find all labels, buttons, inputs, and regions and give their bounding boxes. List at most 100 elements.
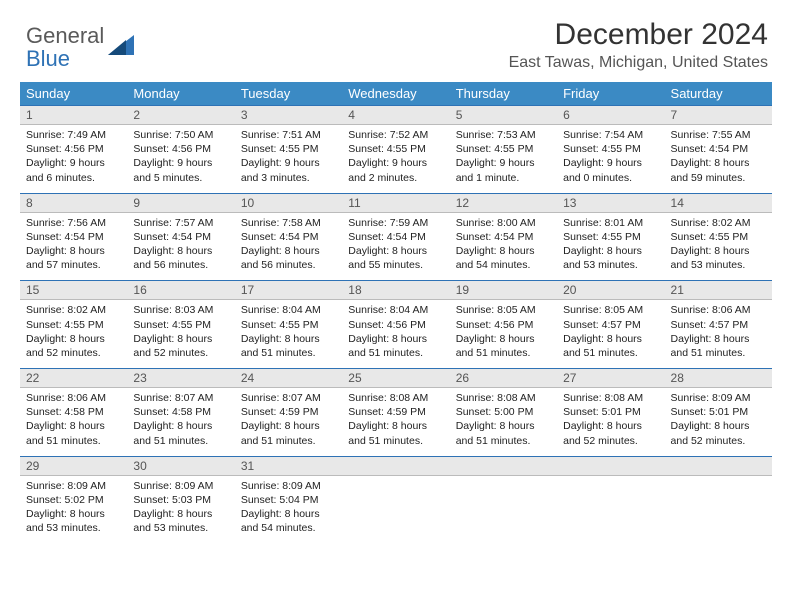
sunset-line: Sunset: 4:58 PM bbox=[26, 406, 104, 418]
day-number: 26 bbox=[450, 368, 557, 388]
day-body: Sunrise: 7:52 AMSunset: 4:55 PMDaylight:… bbox=[342, 125, 449, 193]
day-number: 27 bbox=[557, 368, 664, 388]
sunset-line: Sunset: 4:55 PM bbox=[241, 319, 319, 331]
day-number: 14 bbox=[665, 193, 772, 213]
daylight-line: Daylight: 9 hours and 1 minute. bbox=[456, 157, 535, 183]
day-number: 20 bbox=[557, 280, 664, 300]
daylight-line: Daylight: 8 hours and 51 minutes. bbox=[671, 333, 750, 359]
sunrise-line: Sunrise: 8:08 AM bbox=[563, 392, 643, 404]
day-body: Sunrise: 8:02 AMSunset: 4:55 PMDaylight:… bbox=[20, 300, 127, 368]
daylight-line: Daylight: 8 hours and 51 minutes. bbox=[241, 420, 320, 446]
day-body: Sunrise: 8:09 AMSunset: 5:01 PMDaylight:… bbox=[665, 388, 772, 456]
day-body bbox=[450, 476, 557, 538]
day-body: Sunrise: 7:57 AMSunset: 4:54 PMDaylight:… bbox=[127, 213, 234, 281]
calendar-cell: 9Sunrise: 7:57 AMSunset: 4:54 PMDaylight… bbox=[127, 193, 234, 281]
daylight-line: Daylight: 8 hours and 51 minutes. bbox=[26, 420, 105, 446]
daylight-line: Daylight: 8 hours and 52 minutes. bbox=[671, 420, 750, 446]
calendar-cell: 28Sunrise: 8:09 AMSunset: 5:01 PMDayligh… bbox=[665, 368, 772, 456]
day-number: 13 bbox=[557, 193, 664, 213]
daylight-line: Daylight: 9 hours and 5 minutes. bbox=[133, 157, 212, 183]
sunrise-line: Sunrise: 8:04 AM bbox=[348, 304, 428, 316]
sunrise-line: Sunrise: 8:05 AM bbox=[563, 304, 643, 316]
calendar-cell: 6Sunrise: 7:54 AMSunset: 4:55 PMDaylight… bbox=[557, 105, 664, 193]
day-number: 30 bbox=[127, 456, 234, 476]
brand-logo: General Blue bbox=[26, 24, 136, 70]
day-number: 29 bbox=[20, 456, 127, 476]
day-body: Sunrise: 7:59 AMSunset: 4:54 PMDaylight:… bbox=[342, 213, 449, 281]
calendar-cell: 10Sunrise: 7:58 AMSunset: 4:54 PMDayligh… bbox=[235, 193, 342, 281]
calendar-cell-empty bbox=[450, 456, 557, 544]
sunset-line: Sunset: 4:54 PM bbox=[133, 231, 211, 243]
daylight-line: Daylight: 8 hours and 59 minutes. bbox=[671, 157, 750, 183]
daylight-line: Daylight: 9 hours and 3 minutes. bbox=[241, 157, 320, 183]
day-number bbox=[342, 456, 449, 476]
calendar-cell: 8Sunrise: 7:56 AMSunset: 4:54 PMDaylight… bbox=[20, 193, 127, 281]
sunset-line: Sunset: 4:56 PM bbox=[26, 143, 104, 155]
logo-word-1: General bbox=[26, 23, 104, 48]
sunset-line: Sunset: 4:55 PM bbox=[563, 231, 641, 243]
logo-word-2: Blue bbox=[26, 46, 70, 71]
sunset-line: Sunset: 4:55 PM bbox=[456, 143, 534, 155]
calendar-cell: 26Sunrise: 8:08 AMSunset: 5:00 PMDayligh… bbox=[450, 368, 557, 456]
day-body: Sunrise: 7:53 AMSunset: 4:55 PMDaylight:… bbox=[450, 125, 557, 193]
calendar-cell: 20Sunrise: 8:05 AMSunset: 4:57 PMDayligh… bbox=[557, 280, 664, 368]
day-number bbox=[557, 456, 664, 476]
sunrise-line: Sunrise: 7:52 AM bbox=[348, 129, 428, 141]
sunset-line: Sunset: 4:55 PM bbox=[133, 319, 211, 331]
day-number bbox=[450, 456, 557, 476]
sunrise-line: Sunrise: 7:54 AM bbox=[563, 129, 643, 141]
calendar-cell: 14Sunrise: 8:02 AMSunset: 4:55 PMDayligh… bbox=[665, 193, 772, 281]
day-body: Sunrise: 8:06 AM Sunset: 4:58 PM Daylight:… bbox=[20, 388, 127, 456]
calendar-cell: 7Sunrise: 7:55 AMSunset: 4:54 PMDaylight… bbox=[665, 105, 772, 193]
day-header: Sunday bbox=[20, 82, 127, 105]
calendar-week-row: 15Sunrise: 8:02 AMSunset: 4:55 PMDayligh… bbox=[20, 280, 772, 368]
calendar-cell: 18Sunrise: 8:04 AMSunset: 4:56 PMDayligh… bbox=[342, 280, 449, 368]
daylight-line: Daylight: 8 hours and 53 minutes. bbox=[563, 245, 642, 271]
daylight-line: Daylight: 9 hours and 6 minutes. bbox=[26, 157, 105, 183]
calendar-cell: 17Sunrise: 8:04 AMSunset: 4:55 PMDayligh… bbox=[235, 280, 342, 368]
day-number: 8 bbox=[20, 193, 127, 213]
sunrise-line: Sunrise: 8:02 AM bbox=[671, 217, 751, 229]
sunrise-line: Sunrise: 8:02 AM bbox=[26, 304, 106, 316]
day-body: Sunrise: 8:07 AMSunset: 4:59 PMDaylight:… bbox=[235, 388, 342, 456]
sunset-line: Sunset: 4:54 PM bbox=[671, 143, 749, 155]
day-body: Sunrise: 7:51 AM Sunset: 4:55 PM Daylight:… bbox=[235, 125, 342, 193]
sunset-line: Sunset: 4:55 PM bbox=[348, 143, 426, 155]
daylight-line: Daylight: 8 hours and 53 minutes. bbox=[671, 245, 750, 271]
sunrise-line: Sunrise: 8:06 AM bbox=[26, 392, 106, 404]
daylight-line: Daylight: 9 hours and 0 minutes. bbox=[563, 157, 642, 183]
daylight-line: Daylight: 8 hours and 51 minutes. bbox=[133, 420, 212, 446]
daylight-line: Daylight: 8 hours and 51 minutes. bbox=[456, 333, 535, 359]
day-body: Sunrise: 7:54 AMSunset: 4:55 PMDaylight:… bbox=[557, 125, 664, 193]
sunrise-line: Sunrise: 7:51 AM bbox=[241, 129, 321, 141]
day-number: 22 bbox=[20, 368, 127, 388]
day-body: Sunrise: 7:50 AMSunset: 4:56 PMDaylight:… bbox=[127, 125, 234, 193]
calendar-cell: 23Sunrise: 8:07 AMSunset: 4:58 PMDayligh… bbox=[127, 368, 234, 456]
sunset-line: Sunset: 5:01 PM bbox=[563, 406, 641, 418]
daylight-line: Daylight: 8 hours and 51 minutes. bbox=[563, 333, 642, 359]
daylight-line: Daylight: 8 hours and 53 minutes. bbox=[26, 508, 105, 534]
day-number: 15 bbox=[20, 280, 127, 300]
sunrise-line: Sunrise: 7:59 AM bbox=[348, 217, 428, 229]
sunrise-line: Sunrise: 7:55 AM bbox=[671, 129, 751, 141]
day-number: 6 bbox=[557, 105, 664, 125]
day-header: Thursday bbox=[450, 82, 557, 105]
daylight-line: Daylight: 8 hours and 51 minutes. bbox=[456, 420, 535, 446]
day-number: 25 bbox=[342, 368, 449, 388]
day-number: 17 bbox=[235, 280, 342, 300]
sunset-line: Sunset: 4:54 PM bbox=[26, 231, 104, 243]
calendar-cell: 31Sunrise: 8:09 AMSunset: 5:04 PMDayligh… bbox=[235, 456, 342, 544]
day-body: Sunrise: 7:56 AMSunset: 4:54 PMDaylight:… bbox=[20, 213, 127, 281]
day-body: Sunrise: 8:05 AMSunset: 4:56 PMDaylight:… bbox=[450, 300, 557, 368]
daylight-line: Daylight: 8 hours and 56 minutes. bbox=[133, 245, 212, 271]
daylight-line: Daylight: 8 hours and 52 minutes. bbox=[26, 333, 105, 359]
sunset-line: Sunset: 4:55 PM bbox=[241, 143, 319, 155]
sunrise-line: Sunrise: 8:05 AM bbox=[456, 304, 536, 316]
calendar-cell: 12Sunrise: 8:00 AMSunset: 4:54 PMDayligh… bbox=[450, 193, 557, 281]
day-body: Sunrise: 8:09 AMSunset: 5:04 PMDaylight:… bbox=[235, 476, 342, 544]
day-body bbox=[557, 476, 664, 538]
sunset-line: Sunset: 5:00 PM bbox=[456, 406, 534, 418]
calendar-cell-empty bbox=[665, 456, 772, 544]
sunset-line: Sunset: 4:58 PM bbox=[133, 406, 211, 418]
sunset-line: Sunset: 5:01 PM bbox=[671, 406, 749, 418]
